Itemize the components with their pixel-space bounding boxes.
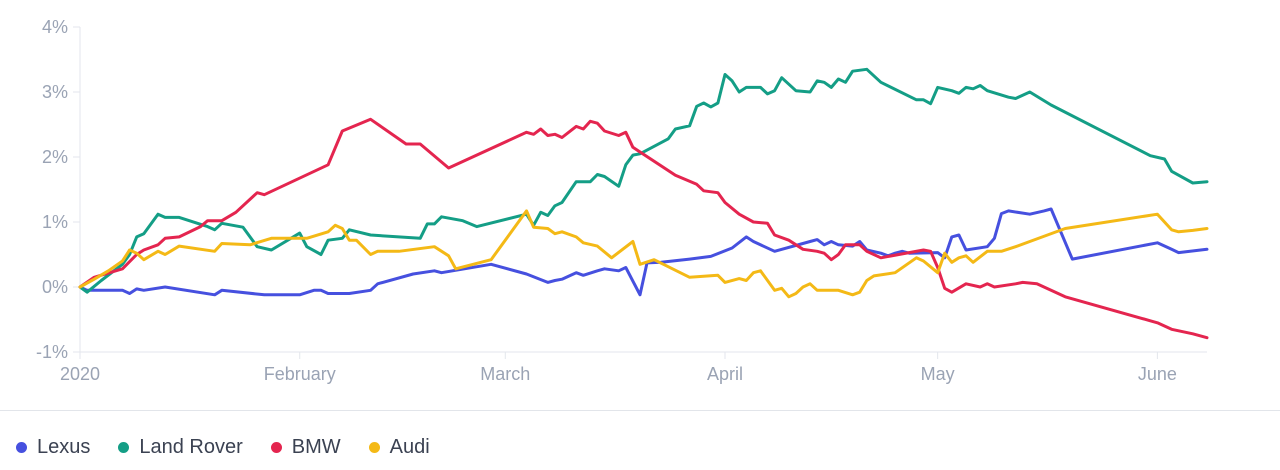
x-tick-label: March — [480, 364, 530, 384]
legend-label: Land Rover — [139, 436, 243, 458]
legend-label: Audi — [389, 436, 430, 458]
x-tick-label: June — [1138, 364, 1177, 384]
y-tick-label: 1% — [42, 212, 68, 232]
legend-divider — [0, 410, 1280, 411]
x-tick-label: May — [921, 364, 955, 384]
x-tick-label: February — [264, 364, 336, 384]
y-tick-label: 3% — [42, 82, 68, 102]
series-line-lexus[interactable] — [78, 207, 1209, 297]
y-tick-label: -1% — [36, 342, 68, 362]
legend-item-bmw[interactable]: BMW — [270, 436, 341, 459]
line-chart: 4% 3% 2% 1% 0% -1% 2020 February March April May J… — [36, 17, 1209, 384]
y-tick-label: 4% — [42, 17, 68, 37]
y-tick-label: 0% — [42, 277, 68, 297]
series-line-bmw[interactable] — [78, 117, 1209, 340]
legend-item-land-rover[interactable]: Land Rover — [118, 436, 243, 459]
series-line-land-rover[interactable] — [78, 67, 1209, 294]
y-axis: 4% 3% 2% 1% 0% -1% — [36, 17, 80, 362]
legend-item-audi[interactable]: Audi — [368, 436, 430, 459]
legend-item-lexus[interactable]: Lexus — [16, 436, 90, 459]
x-tick-label: 2020 — [60, 364, 100, 384]
legend: Lexus Land Rover BMW Audi — [16, 436, 458, 459]
x-tick-label: April — [707, 364, 743, 384]
legend-label: Lexus — [37, 436, 91, 458]
legend-dot-icon — [270, 442, 282, 453]
series-layer — [78, 67, 1209, 340]
series-line-audi[interactable] — [78, 209, 1209, 299]
legend-label: BMW — [291, 436, 341, 458]
legend-dot-icon — [368, 442, 380, 453]
x-axis: 2020 February March April May June — [60, 352, 1177, 384]
legend-dot-icon — [16, 442, 27, 453]
y-tick-label: 2% — [42, 147, 68, 167]
legend-dot-icon — [118, 442, 130, 453]
